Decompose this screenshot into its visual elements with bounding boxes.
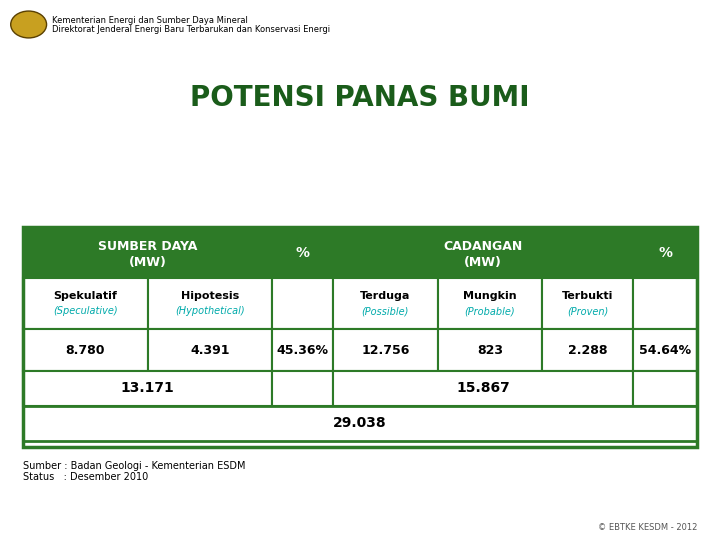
FancyBboxPatch shape [23, 278, 148, 329]
FancyBboxPatch shape [23, 371, 272, 406]
Text: 4.391: 4.391 [190, 343, 230, 356]
FancyBboxPatch shape [23, 329, 148, 371]
Text: 2.288: 2.288 [568, 343, 607, 356]
FancyBboxPatch shape [333, 278, 438, 329]
Text: Hipotesis: Hipotesis [181, 291, 239, 301]
Text: Terbukti: Terbukti [562, 291, 613, 301]
Text: (Possible): (Possible) [361, 306, 409, 316]
Text: Status   : Desember 2010: Status : Desember 2010 [23, 472, 148, 482]
FancyBboxPatch shape [272, 227, 333, 278]
Text: %: % [658, 246, 672, 260]
FancyBboxPatch shape [633, 329, 697, 371]
Text: © EBTKE KESDM - 2012: © EBTKE KESDM - 2012 [598, 523, 697, 532]
Text: CADANGAN: CADANGAN [444, 240, 523, 253]
FancyBboxPatch shape [148, 278, 272, 329]
Text: 29.038: 29.038 [333, 416, 387, 430]
Text: POTENSI PANAS BUMI: POTENSI PANAS BUMI [190, 84, 530, 112]
Text: 12.756: 12.756 [361, 343, 410, 356]
FancyBboxPatch shape [23, 406, 697, 441]
Text: SUMBER DAYA: SUMBER DAYA [98, 240, 197, 253]
FancyBboxPatch shape [633, 371, 697, 406]
Text: Sumber : Badan Geologi - Kementerian ESDM: Sumber : Badan Geologi - Kementerian ESD… [23, 461, 246, 471]
FancyBboxPatch shape [23, 227, 272, 278]
FancyBboxPatch shape [148, 329, 272, 371]
FancyBboxPatch shape [333, 371, 633, 406]
Text: 823: 823 [477, 343, 503, 356]
FancyBboxPatch shape [333, 227, 633, 278]
Text: (Hypothetical): (Hypothetical) [175, 306, 245, 316]
Text: Mungkin: Mungkin [463, 291, 516, 301]
FancyBboxPatch shape [542, 329, 633, 371]
Text: Kementerian Energi dan Sumber Daya Mineral: Kementerian Energi dan Sumber Daya Miner… [52, 16, 248, 25]
Text: (MW): (MW) [129, 256, 166, 269]
Circle shape [11, 11, 47, 38]
Text: (Proven): (Proven) [567, 306, 608, 316]
Text: Spekulatif: Spekulatif [53, 291, 117, 301]
Text: (Probable): (Probable) [464, 306, 515, 316]
Text: Direktorat Jenderal Energi Baru Terbarukan dan Konservasi Energi: Direktorat Jenderal Energi Baru Terbaruk… [52, 25, 330, 34]
Text: 15.867: 15.867 [456, 381, 510, 395]
FancyBboxPatch shape [272, 278, 333, 329]
FancyBboxPatch shape [272, 371, 333, 406]
FancyBboxPatch shape [272, 329, 333, 371]
FancyBboxPatch shape [438, 329, 542, 371]
Text: 8.780: 8.780 [66, 343, 105, 356]
Text: 45.36%: 45.36% [276, 343, 329, 356]
FancyBboxPatch shape [438, 278, 542, 329]
FancyBboxPatch shape [633, 227, 697, 278]
FancyBboxPatch shape [633, 278, 697, 329]
Text: (MW): (MW) [464, 256, 502, 269]
Text: %: % [296, 246, 310, 260]
Text: 13.171: 13.171 [121, 381, 174, 395]
Text: (Speculative): (Speculative) [53, 306, 117, 316]
FancyBboxPatch shape [333, 329, 438, 371]
Text: Terduga: Terduga [360, 291, 410, 301]
Text: 54.64%: 54.64% [639, 343, 691, 356]
FancyBboxPatch shape [542, 278, 633, 329]
